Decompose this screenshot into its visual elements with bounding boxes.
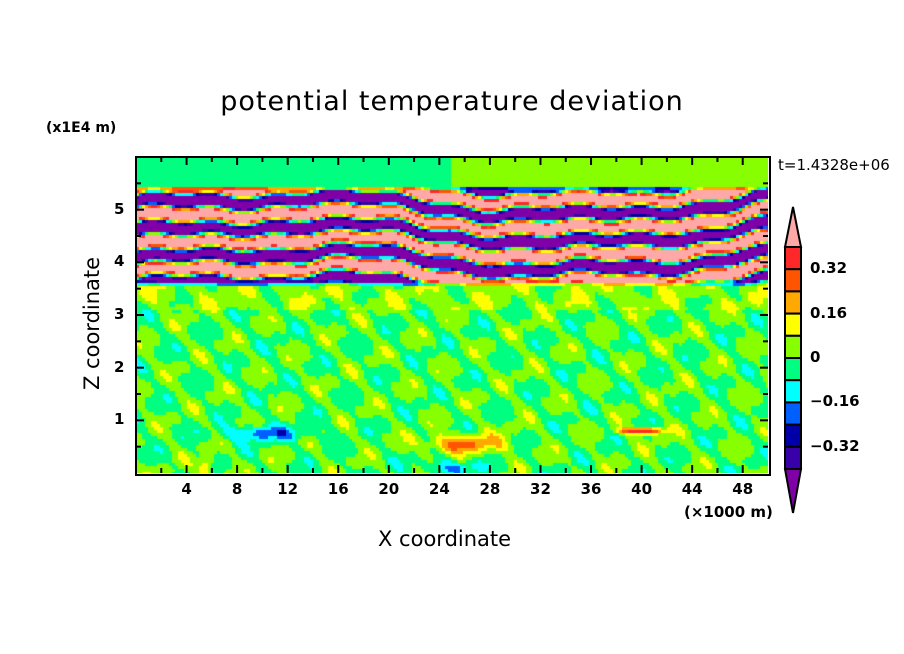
x-tick-label: 44 — [681, 480, 703, 498]
x-tick-label: 12 — [277, 480, 299, 498]
x-tick-label: 20 — [378, 480, 400, 498]
colorbar-under-triangle — [783, 468, 803, 514]
y-unit-label: (x1E4 m) — [46, 120, 117, 136]
colorbar-label: −0.32 — [810, 436, 860, 455]
x-tick-label: 36 — [580, 480, 602, 498]
colorbar-swatch — [784, 423, 802, 448]
y-tick-label: 3 — [114, 305, 125, 323]
x-tick-label: 32 — [530, 480, 551, 498]
colorbar-label: −0.16 — [810, 392, 860, 411]
x-axis-label: X coordinate — [378, 527, 512, 551]
x-tick-label: 8 — [231, 480, 243, 498]
y-tick-label: 5 — [114, 199, 125, 218]
y-tick-label: 4 — [114, 252, 125, 271]
colorbar-swatch — [784, 357, 802, 382]
y-tick-label: 2 — [114, 357, 125, 376]
colorbar-swatch — [784, 445, 802, 470]
y-tick-label: 1 — [114, 410, 125, 429]
colorbar-swatch — [784, 312, 802, 337]
x-tick-label: 28 — [479, 480, 501, 498]
colorbar-swatch — [784, 401, 802, 426]
x-tick-label: 4 — [181, 480, 192, 498]
colorbar-swatch — [784, 334, 802, 359]
time-label: t=1.4328e+06 — [778, 156, 890, 174]
x-tick-label: 24 — [428, 480, 450, 498]
colorbar-over-triangle — [783, 206, 803, 248]
x-tick-label: 40 — [631, 480, 653, 498]
colorbar-label: 0.32 — [810, 259, 848, 278]
colorbar-label: 0 — [810, 348, 821, 366]
x-tick-label: 48 — [732, 480, 754, 498]
x-unit-label: (×1000 m) — [684, 503, 773, 521]
colorbar-label: 0.16 — [810, 303, 848, 322]
colorbar-swatch — [784, 268, 802, 293]
colorbar-swatch — [784, 290, 802, 315]
chart-title: potential temperature deviation — [220, 86, 684, 117]
heatmap-field — [136, 157, 768, 473]
colorbar-swatch — [784, 246, 802, 271]
colorbar-swatch — [784, 379, 802, 404]
x-tick-label: 16 — [327, 480, 349, 498]
